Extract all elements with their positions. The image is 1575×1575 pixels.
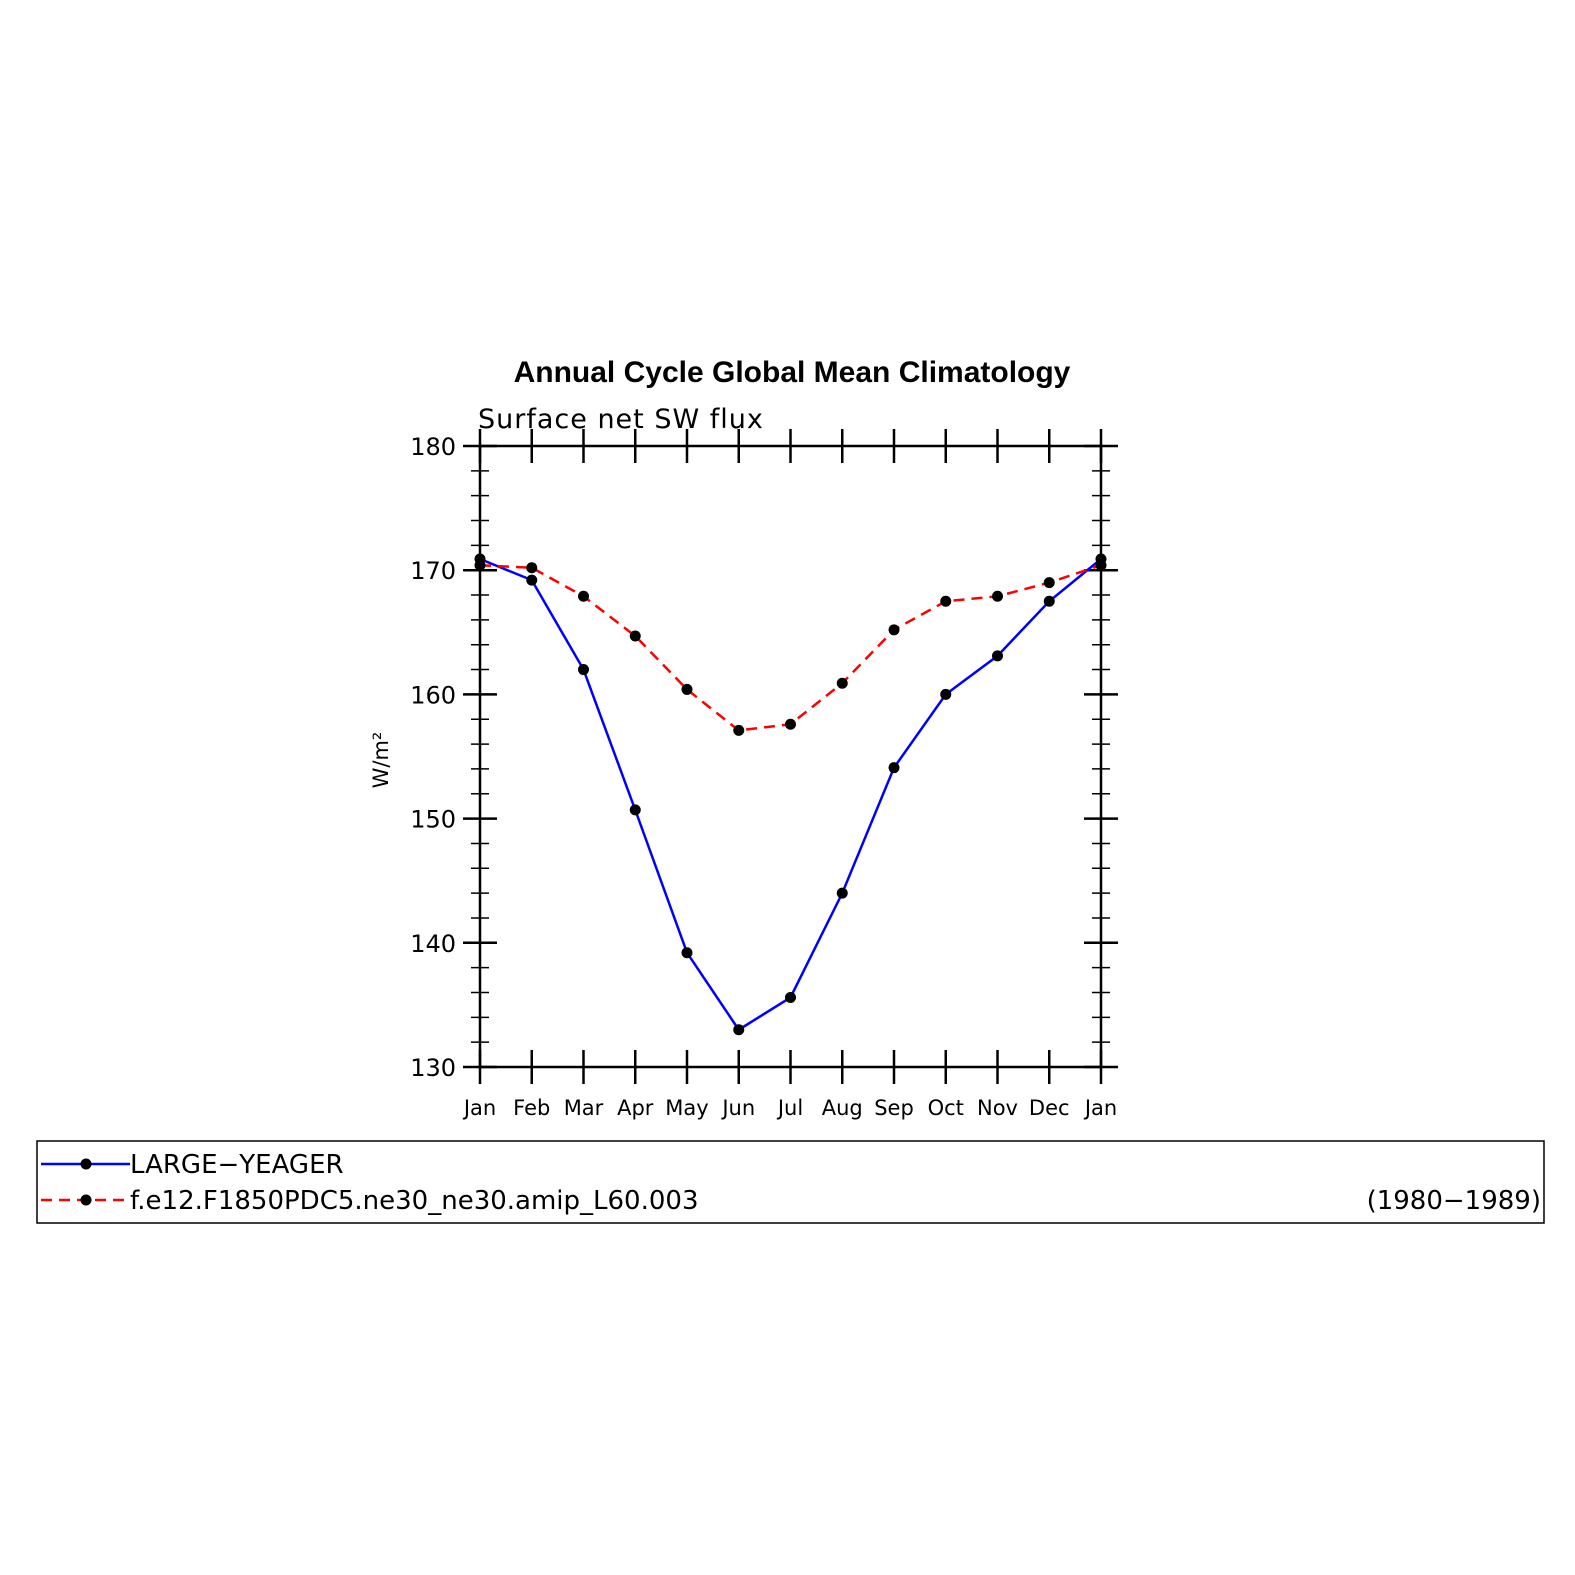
x-tick-labels: Jan Feb Mar Apr May Jun Jul Aug Sep Oct Nov Dec Jan [462, 1096, 1117, 1120]
y-tick-label: 150 [410, 806, 456, 834]
series-1-point [785, 718, 796, 730]
y-tick-labels: 130 140 150 160 170 180 [410, 433, 456, 1082]
x-tick-label: Mar [564, 1096, 604, 1120]
series-0-point [578, 664, 589, 676]
series-1-point [526, 562, 538, 574]
series-line-1 [479, 563, 1102, 732]
y-tick-label: 130 [410, 1054, 456, 1082]
legend-marker-f-e12 [80, 1194, 92, 1206]
x-tick-label: Aug [822, 1096, 863, 1120]
series-1-point [836, 677, 848, 689]
series-1-point [578, 590, 589, 602]
legend-box [36, 1140, 1545, 1224]
series-1-point [1043, 577, 1055, 589]
x-tick-label: Oct [928, 1096, 964, 1120]
series-0-point [526, 574, 538, 586]
series-0-point [888, 762, 900, 774]
x-tick-label: Feb [513, 1096, 550, 1120]
series-0-point [733, 1024, 745, 1036]
legend-marker-large-yeager [80, 1158, 92, 1170]
legend: LARGE−YEAGER f.e12.F1850PDC5.ne30_ne30.a… [36, 1140, 1545, 1224]
y-tick-label: 140 [410, 930, 456, 958]
x-tick-label: Dec [1029, 1096, 1070, 1120]
x-tick-label: Jan [1083, 1096, 1117, 1120]
series-0-point [629, 804, 641, 816]
chart-title: Annual Cycle Global Mean Climatology [514, 356, 1071, 389]
series-0-point [940, 688, 952, 700]
x-tick-label: May [665, 1096, 708, 1120]
y-tick-label: 180 [410, 433, 456, 461]
y-axis-label: W/m² [369, 732, 393, 789]
x-tick-label: Sep [874, 1096, 914, 1120]
series-0-point [681, 947, 693, 959]
x-tick-label: Nov [977, 1096, 1018, 1120]
series-1-point [992, 590, 1003, 602]
series-1-point [888, 624, 900, 636]
plot-frame [478, 444, 1103, 1069]
x-tick-label: Jun [720, 1096, 755, 1120]
series-0-point [785, 991, 796, 1003]
y-tick-label: 170 [410, 557, 456, 585]
legend-label-large-yeager: LARGE−YEAGER [130, 1150, 344, 1180]
series-0-point [836, 887, 848, 899]
series-1-point [681, 683, 693, 695]
series-0-point [1043, 595, 1055, 607]
series-layer [474, 553, 1107, 1036]
axis-ticks [463, 429, 1118, 1084]
x-tick-label: Jul [776, 1096, 803, 1120]
x-tick-label: Jan [462, 1096, 496, 1120]
legend-period: (1980−1989) [1367, 1186, 1541, 1216]
series-line-0 [479, 557, 1102, 1032]
series-1-point [733, 724, 745, 736]
series-1-point [940, 595, 952, 607]
series-1-point [629, 630, 641, 642]
chart-subtitle: Surface net SW flux [478, 404, 764, 435]
series-0-point [992, 650, 1003, 662]
legend-label-f-e12: f.e12.F1850PDC5.ne30_ne30.amip_L60.003 [130, 1186, 698, 1216]
x-tick-label: Apr [617, 1096, 654, 1120]
y-tick-label: 160 [410, 681, 456, 709]
